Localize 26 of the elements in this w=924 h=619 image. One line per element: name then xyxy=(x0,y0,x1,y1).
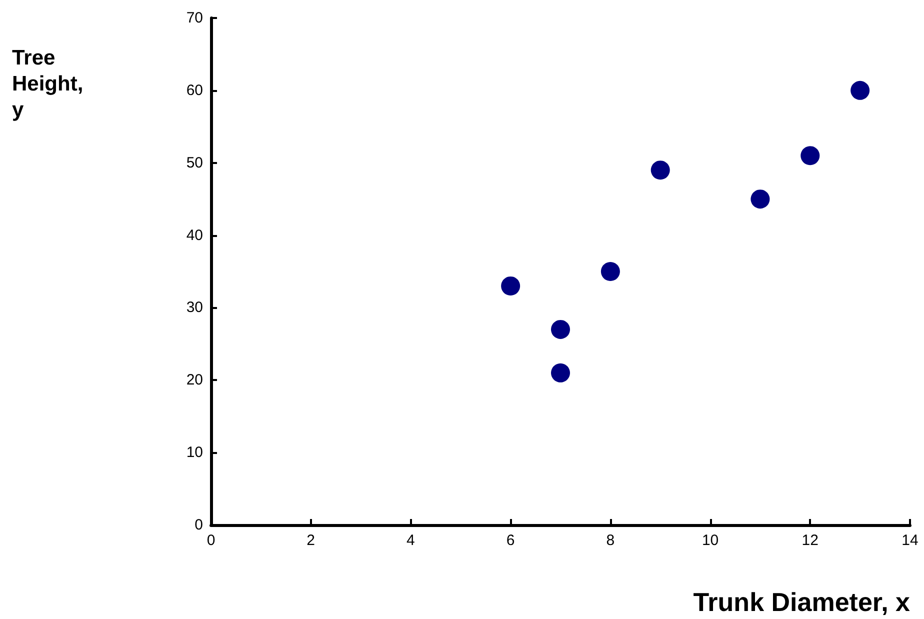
x-tick-label: 8 xyxy=(606,532,615,549)
y-tick-label: 30 xyxy=(186,299,203,316)
x-tick-label: 12 xyxy=(802,532,818,549)
y-tick-label: 10 xyxy=(186,444,203,462)
x-tick-label: 6 xyxy=(506,532,515,549)
x-tick-label: 14 xyxy=(902,532,918,549)
y-tick-label: 50 xyxy=(186,154,203,172)
y-tick-label: 20 xyxy=(186,372,203,389)
x-tick-label: 0 xyxy=(206,532,216,549)
x-axis-title: Trunk Diameter, x xyxy=(693,587,911,617)
y-axis-title: Tree Height, y xyxy=(12,46,84,122)
point xyxy=(551,320,570,339)
y-tick-label: 70 xyxy=(186,10,203,26)
point xyxy=(750,190,770,209)
x-tick-label: 10 xyxy=(702,532,719,549)
x-tick-label: 4 xyxy=(406,532,415,549)
point xyxy=(551,363,570,382)
point xyxy=(800,146,820,166)
point xyxy=(650,160,670,180)
x-tick-label: 2 xyxy=(306,532,316,549)
point xyxy=(850,80,870,100)
y-tick-label: 40 xyxy=(186,226,203,244)
point xyxy=(501,276,520,296)
point xyxy=(600,262,620,281)
y-tick-label: 0 xyxy=(194,516,203,534)
y-tick-label: 60 xyxy=(186,82,203,99)
